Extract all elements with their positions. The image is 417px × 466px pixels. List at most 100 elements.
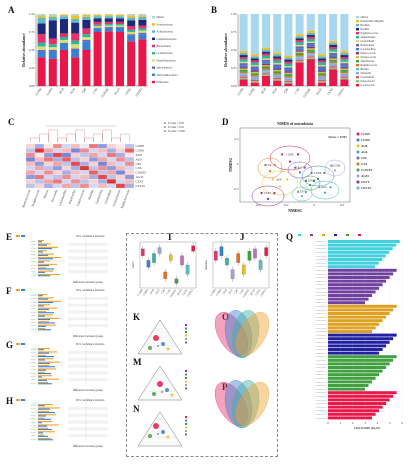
bar-segment: [239, 59, 248, 62]
mean-bar: [38, 405, 45, 407]
sample-point: [303, 166, 306, 169]
bar-segment: [59, 33, 69, 38]
group-label: CX6: [266, 164, 272, 167]
heatmap-cell: [70, 161, 81, 167]
bar-segment: [82, 14, 91, 17]
legend-label: Clostridium: [361, 76, 375, 79]
bar-segment: [115, 25, 125, 27]
bar-segment: [138, 28, 147, 31]
bar-segment: [59, 37, 69, 40]
heatmap-cell: [25, 165, 36, 171]
heatmap-cell: [25, 157, 36, 162]
bar-segment: [329, 64, 338, 67]
bar-segment: [250, 76, 259, 78]
box: [169, 254, 173, 261]
heatmap-cell: [52, 183, 63, 189]
legend-swatch: [356, 64, 359, 67]
bar-segment: [239, 67, 248, 69]
lda-taxon-label: ————: [314, 392, 326, 395]
bar-segment: [340, 53, 349, 56]
legend-label: Streptococcus: [361, 56, 377, 59]
y-tick-label: 0.00: [231, 84, 237, 88]
bar-segment: [71, 44, 80, 49]
bar-segment: [284, 67, 293, 70]
mean-bar: [38, 260, 50, 262]
bar-segment: [284, 66, 293, 68]
ternary-point: [166, 435, 170, 439]
mean-bar: [38, 248, 52, 250]
nmds-plot-frame: [239, 127, 351, 203]
boxplot-x-label: CONAT: [169, 289, 177, 299]
lda-taxon-label: ————: [314, 266, 326, 269]
heatmap-cell: [124, 170, 135, 175]
bar-segment: [127, 35, 136, 42]
mean-bar: [38, 321, 49, 323]
mean-bar: [38, 295, 43, 297]
panel-label-o: O: [222, 312, 230, 322]
legend-marker: [356, 186, 360, 190]
bar-segment: [340, 61, 349, 64]
ternary-legend-swatch: [185, 416, 187, 418]
boxplot-x-label: AG35: [249, 288, 256, 296]
panel-label-f: F: [6, 286, 12, 296]
row-band: [68, 327, 108, 331]
box: [214, 251, 218, 261]
row-band: [68, 350, 108, 354]
panel-d-nmds-plot: NMDS of microbiota Stress = 0.067 NMDS1 NMD…: [226, 118, 412, 218]
mean-bar: [38, 382, 48, 384]
lda-taxon-label: ————: [314, 338, 326, 341]
heatmap-col-label: Bacillus: [87, 188, 95, 200]
mean-bar: [38, 243, 51, 245]
bar-segment: [340, 69, 349, 72]
bar-segment: [138, 30, 147, 33]
sample-point: [296, 153, 300, 156]
panel-label-g: G: [6, 340, 14, 350]
mean-bar: [38, 257, 61, 259]
lda-taxon-label: ————: [314, 262, 326, 265]
heatmap-cell: [88, 170, 99, 175]
taxon-label: ——: [29, 260, 36, 263]
mean-bar: [38, 361, 60, 363]
mean-bar: [38, 300, 61, 302]
panel-d-svg: NMDS of microbiota Stress = 0.067 NMDS1 NMD…: [228, 121, 373, 213]
panel-e-h-extended-error-bars: 95% confidence intervals —— —— —— —— —— —— —— ——…: [14, 232, 124, 457]
mean-bar: [38, 305, 44, 307]
bar-segment: [250, 68, 259, 71]
bar-segment: [273, 73, 282, 75]
bar-segment: [261, 65, 271, 67]
row-band: [68, 354, 108, 358]
bar-segment: [115, 16, 125, 19]
mean-bar: [38, 250, 47, 252]
bar-segment: [295, 48, 304, 51]
bar-segment: [261, 51, 271, 54]
row-band: [68, 313, 108, 317]
mean-bar: [38, 348, 50, 350]
group-ellipse: [251, 185, 285, 207]
mean-bar: [38, 407, 60, 409]
panel-label-d: D: [222, 117, 229, 127]
legend-marker: [356, 156, 360, 160]
lda-bar: [328, 326, 376, 330]
panel-label-e: E: [6, 232, 13, 242]
bar-segment: [340, 68, 349, 70]
heatmap-row-label: CON6: [136, 149, 145, 153]
bar-segment: [250, 62, 259, 66]
bar-segment: [239, 79, 248, 86]
heatmap-cell: [43, 148, 54, 153]
taxon-label: ——: [29, 264, 36, 267]
bar-segment: [104, 16, 113, 19]
bar-segment: [138, 16, 147, 20]
mean-bar: [38, 312, 54, 314]
mean-bar: [38, 253, 54, 255]
heatmap-cell: [115, 165, 126, 171]
panel-label-i: I: [168, 232, 172, 242]
row-band: [68, 367, 108, 371]
bar-segment: [239, 68, 248, 70]
bar-segment: [295, 56, 304, 58]
heatmap-cell: [25, 161, 36, 167]
bar-segment: [329, 55, 338, 58]
bar-segment: [250, 77, 259, 80]
nmds-x-tick-label: -0.4: [255, 203, 260, 207]
ci-header: 95% confidence intervals: [76, 289, 104, 292]
